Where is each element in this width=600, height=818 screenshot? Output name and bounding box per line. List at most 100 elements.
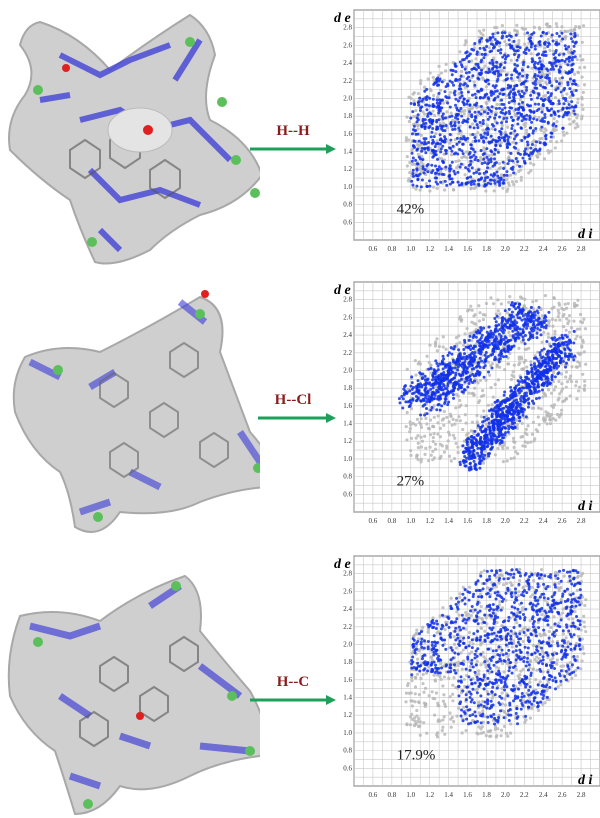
fingerprint-point [564, 340, 568, 344]
fingerprint-point [512, 421, 516, 425]
fingerprint-point [441, 112, 445, 116]
fingerprint-point [423, 89, 427, 93]
fingerprint-point [564, 47, 568, 51]
fingerprint-point [493, 173, 497, 177]
fingerprint-point [517, 79, 522, 83]
fingerprint-point [446, 439, 450, 443]
fingerprint-point [491, 84, 495, 88]
fingerprint-point [532, 117, 536, 121]
fingerprint-point [551, 324, 555, 328]
fingerprint-point [493, 128, 497, 132]
fingerprint-point [428, 71, 432, 75]
fingerprint-point [493, 37, 497, 41]
fingerprint-point [525, 365, 529, 369]
fingerprint-point [576, 124, 580, 129]
y-tick-label: 2.6 [343, 587, 352, 595]
fingerprint-point [508, 334, 513, 338]
fingerprint-point [560, 408, 564, 412]
fingerprint-point [515, 23, 519, 27]
fingerprint-point [550, 348, 554, 352]
fingerprint-point [572, 119, 576, 123]
fingerprint-point [500, 127, 504, 131]
fingerprint-point [506, 125, 510, 129]
fingerprint-point [436, 142, 440, 146]
fingerprint-point [431, 155, 435, 159]
fingerprint-point [434, 340, 438, 344]
fingerprint-point [408, 171, 412, 175]
fingerprint-point [448, 141, 452, 145]
fingerprint-point [437, 704, 441, 708]
fingerprint-point [434, 132, 438, 136]
fingerprint-point [502, 167, 506, 171]
fingerprint-point [539, 76, 543, 80]
fingerprint-point [431, 435, 435, 440]
fingerprint-point [529, 169, 533, 173]
fingerprint-point [557, 303, 562, 307]
fingerprint-point [526, 370, 530, 374]
fingerprint-point [516, 331, 520, 335]
fingerprint-point [525, 113, 529, 117]
fingerprint-point [543, 314, 547, 318]
fingerprint-point [474, 441, 478, 445]
fingerprint-point [572, 44, 576, 48]
fingerprint-point [509, 385, 513, 389]
fingerprint-point [502, 138, 506, 142]
fingerprint-point [533, 437, 537, 441]
y-tick-label: 1.4 [343, 148, 352, 156]
fingerprint-point [545, 22, 549, 26]
fingerprint-point [469, 304, 473, 308]
fingerprint-point [578, 66, 582, 70]
fingerprint-point [567, 352, 571, 356]
fingerprint-point [485, 102, 489, 106]
fingerprint-point [459, 356, 463, 360]
fingerprint-point [520, 318, 524, 322]
fingerprint-point [443, 90, 447, 94]
fingerprint-point [553, 146, 557, 150]
fingerprint-point [422, 137, 426, 141]
fingerprint-point [468, 155, 472, 159]
fingerprint-point [457, 358, 461, 362]
fingerprint-point [429, 387, 433, 391]
hirshfeld-surface-2 [12, 290, 260, 533]
fingerprint-point [558, 336, 562, 340]
fingerprint-point [563, 354, 567, 358]
fingerprint-point [552, 52, 556, 56]
fingerprint-point [533, 310, 537, 314]
fingerprint-point [464, 71, 468, 75]
fingerprint-point [463, 352, 467, 356]
fingerprint-point [440, 157, 444, 161]
fingerprint-point [499, 354, 503, 358]
fingerprint-point [568, 394, 572, 398]
fingerprint-point [490, 105, 494, 109]
fingerprint-point [576, 113, 580, 117]
fingerprint-point [506, 140, 510, 144]
fingerprint-point [512, 440, 516, 444]
fingerprint-point [410, 151, 414, 155]
fingerprint-point [463, 332, 467, 336]
fingerprint-point [528, 157, 532, 161]
fingerprint-point [540, 323, 544, 327]
fingerprint-point [424, 386, 428, 390]
fingerprint-point [518, 567, 522, 571]
fingerprint-point [505, 581, 509, 585]
fingerprint-point [407, 95, 411, 99]
fingerprint-point [500, 31, 504, 35]
fingerprint-point [450, 160, 454, 164]
fingerprint-point [564, 397, 569, 401]
fingerprint-point [521, 74, 525, 78]
y-tick-label: 2.2 [343, 623, 352, 631]
fingerprint-point [549, 149, 553, 153]
fingerprint-point [492, 179, 496, 183]
fingerprint-point [510, 320, 514, 324]
fingerprint-point [520, 312, 524, 316]
fingerprint-point [466, 84, 470, 88]
fingerprint-point [514, 384, 518, 388]
fingerprint-point [450, 715, 454, 720]
fingerprint-point [502, 443, 506, 447]
fingerprint-point [512, 375, 516, 379]
fingerprint-point [567, 106, 571, 110]
fingerprint-point [479, 604, 483, 609]
fingerprint-point [479, 415, 483, 419]
fingerprint-point [568, 338, 572, 342]
fingerprint-point [462, 112, 466, 116]
